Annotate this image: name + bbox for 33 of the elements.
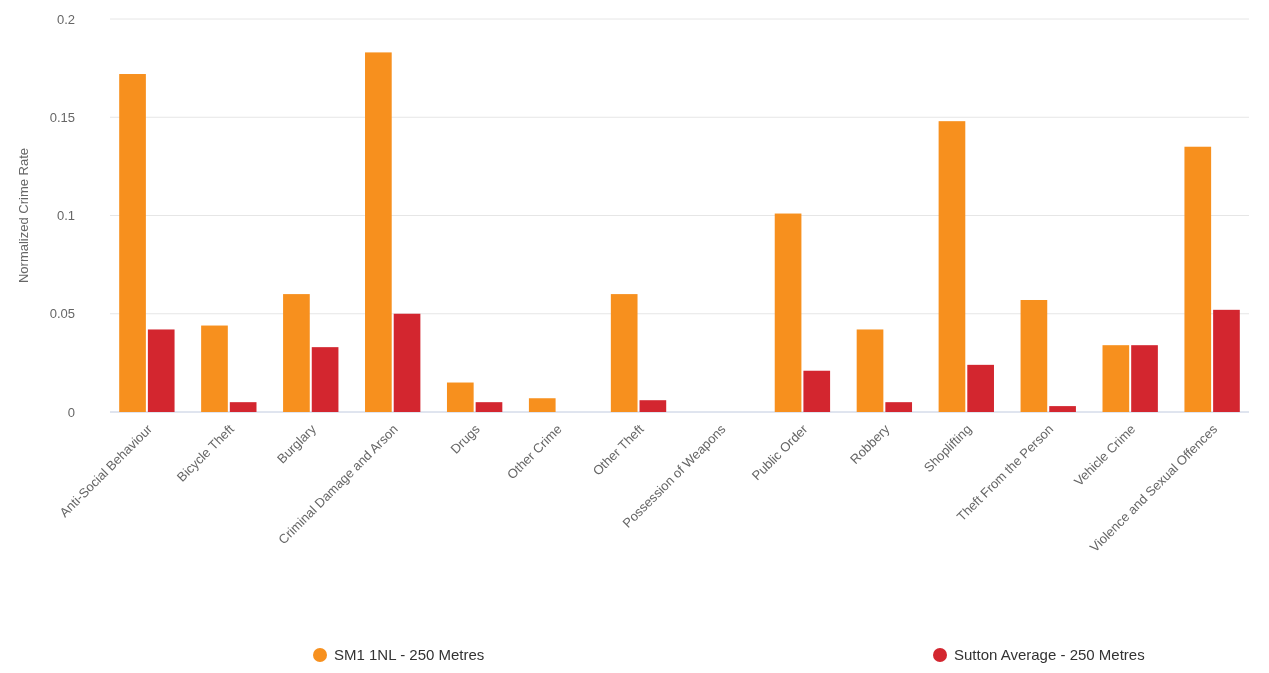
bar — [311, 347, 339, 412]
bar — [1049, 406, 1076, 412]
legend-label: SM1 1NL - 250 Metres — [334, 646, 485, 664]
bar — [147, 329, 175, 412]
bar — [229, 402, 257, 412]
y-tick-label: 0.2 — [56, 11, 75, 27]
y-axis-title: Normalized Crime Rate — [16, 147, 31, 284]
y-tick-label: 0.1 — [56, 208, 75, 224]
bar — [475, 402, 503, 412]
bar — [1184, 146, 1212, 412]
bar — [1131, 345, 1158, 412]
bar — [885, 402, 913, 412]
bar — [938, 121, 966, 412]
bar — [283, 294, 310, 412]
y-tick-label: 0.05 — [49, 306, 75, 322]
bar — [803, 370, 831, 412]
bar — [528, 398, 556, 412]
bar — [119, 74, 146, 412]
bar — [774, 213, 802, 412]
bar — [639, 400, 667, 412]
bar — [393, 313, 421, 412]
bar — [1213, 309, 1240, 412]
bar — [446, 382, 474, 412]
bar — [1102, 345, 1130, 412]
bar — [610, 294, 638, 412]
bar — [967, 364, 994, 412]
bar — [856, 329, 884, 412]
bar — [1020, 300, 1048, 412]
y-tick-label: 0 — [67, 404, 75, 420]
legend-label: Sutton Average - 250 Metres — [954, 646, 1145, 664]
y-tick-label: 0.15 — [49, 109, 75, 125]
bar — [201, 325, 228, 412]
bar — [365, 52, 392, 412]
